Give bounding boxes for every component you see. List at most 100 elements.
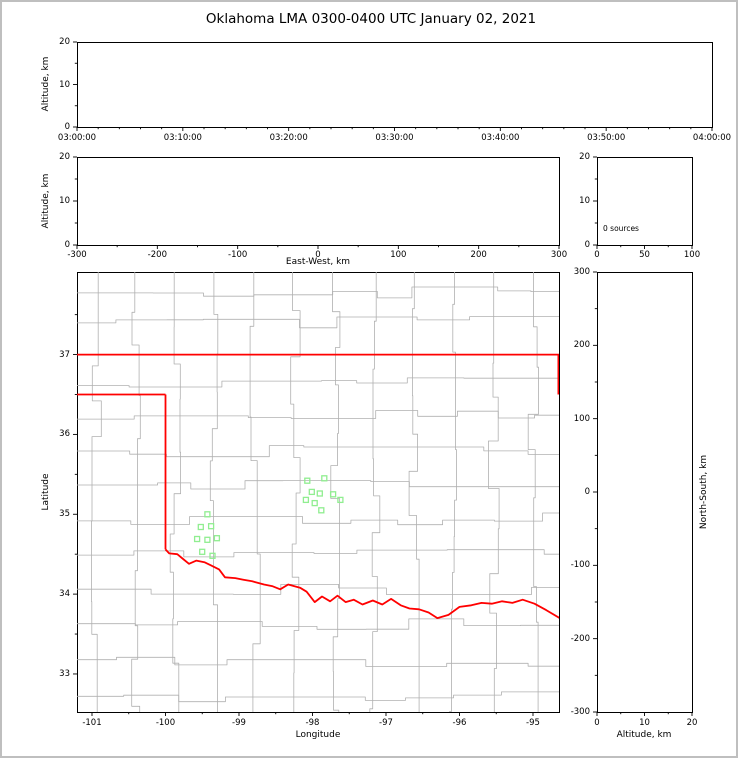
county-line — [77, 445, 559, 458]
county-line — [91, 272, 102, 712]
county-line — [527, 272, 539, 712]
time-xtick-label: 03:20:00 — [269, 133, 308, 143]
ns-panel-altitude-axis-label: Altitude, km — [616, 730, 672, 740]
lma-station-marker — [304, 477, 311, 484]
map-ytick-label: 33 — [59, 668, 70, 679]
map-panel-frame — [77, 272, 560, 713]
ew-xtick-label: -200 — [147, 250, 167, 260]
map-ytick-label: 35 — [59, 509, 70, 520]
map-ytick-label: 37 — [59, 349, 70, 360]
ns-ytick-label: 0 — [584, 487, 590, 497]
lma-station-marker — [204, 536, 211, 543]
map-xtick-label: -97 — [379, 718, 393, 728]
time-ytick-label: 0 — [64, 122, 70, 132]
ew-xtick-label: -300 — [67, 250, 87, 260]
ns-xtick-label: 0 — [594, 718, 600, 728]
county-line — [449, 272, 457, 712]
lma-station-marker — [308, 488, 315, 496]
lma-station-marker — [204, 511, 211, 518]
lma-station-marker — [302, 496, 310, 504]
hist-xtick-label: 100 — [683, 250, 701, 260]
county-line — [209, 272, 219, 712]
hist-xtick-label: 0 — [594, 250, 600, 260]
latitude-axis-label: Latitude — [41, 473, 51, 511]
ns-panel-frame — [597, 272, 693, 713]
longitude-axis-label: Longitude — [295, 730, 341, 740]
ew-xtick-label: 0 — [315, 250, 321, 260]
lma-station-marker — [207, 523, 215, 530]
county-line — [77, 549, 559, 558]
ew-panel-frame — [77, 157, 560, 246]
county-line — [77, 656, 559, 667]
hist-panel-frame — [597, 157, 693, 246]
time-panel-frame — [77, 42, 713, 128]
map-xtick-label: -95 — [526, 718, 540, 728]
map-xtick-label: -99 — [232, 718, 246, 728]
time-xtick-label: 03:00:00 — [57, 133, 97, 143]
ew-ytick-label: 0 — [64, 240, 70, 250]
ns-ytick-label: -200 — [570, 633, 590, 644]
county-line — [290, 272, 301, 712]
state-border — [164, 548, 559, 619]
ew-xtick-label: 100 — [390, 250, 407, 260]
ew-ytick-label: 20 — [59, 152, 70, 162]
lma-station-marker — [197, 523, 204, 531]
county-line — [77, 584, 559, 595]
time-ytick-label: 10 — [59, 79, 70, 90]
county-line — [77, 618, 559, 630]
time-panel-altitude-axis-label: Altitude, km — [41, 56, 51, 112]
ew-xtick-label: -100 — [228, 250, 248, 260]
lma-station-marker — [337, 496, 344, 504]
county-line — [77, 480, 559, 490]
north-south-axis-label: North-South, km — [699, 454, 709, 530]
hist-ytick-label: 10 — [579, 196, 590, 206]
ns-ytick-label: -100 — [570, 560, 590, 571]
county-line — [77, 316, 559, 329]
map-xtick-label: -100 — [155, 718, 176, 728]
county-line — [77, 691, 559, 703]
ew-panel-altitude-axis-label: Altitude, km — [41, 173, 51, 229]
lma-station-marker — [199, 548, 206, 555]
county-line — [488, 272, 500, 712]
lma-station-marker — [316, 490, 323, 497]
map-ytick-label: 34 — [59, 589, 70, 600]
lma-station-marker — [213, 535, 221, 542]
time-xtick-label: 04:00:00 — [692, 133, 732, 143]
ew-xtick-label: 200 — [470, 250, 487, 260]
county-line — [169, 272, 181, 712]
map-ytick-label: 36 — [59, 429, 70, 440]
ns-ytick-label: 300 — [573, 267, 590, 277]
county-line — [77, 377, 559, 388]
county-line — [369, 272, 381, 712]
east-west-axis-label: East-West, km — [285, 257, 351, 267]
ns-xtick-label: 20 — [686, 718, 698, 728]
ns-xtick-label: 10 — [639, 718, 650, 728]
ns-ytick-label: -300 — [570, 707, 590, 717]
time-ytick-label: 20 — [59, 37, 70, 47]
ew-xtick-label: 300 — [550, 250, 568, 260]
hist-ytick-label: 20 — [579, 152, 590, 162]
map-layer — [77, 272, 559, 712]
map-xtick-label: -98 — [305, 718, 320, 728]
time-xtick-label: 03:50:00 — [587, 133, 626, 143]
ew-ytick-label: 10 — [59, 196, 70, 206]
map-xtick-label: -96 — [452, 718, 467, 728]
county-line — [330, 272, 341, 712]
time-xtick-label: 03:10:00 — [163, 133, 202, 143]
figure-title: Oklahoma LMA 0300-0400 UTC January 02, 2… — [205, 11, 537, 27]
county-line — [249, 272, 261, 712]
lma-station-marker — [209, 552, 216, 559]
ns-ytick-label: 200 — [573, 340, 590, 351]
lma-station-marker — [321, 475, 328, 482]
time-xtick-label: 03:30:00 — [375, 133, 414, 143]
ns-ytick-label: 100 — [573, 413, 590, 424]
lma-station-marker — [318, 507, 325, 514]
county-line — [77, 512, 559, 526]
hist-xtick-label: 50 — [639, 250, 650, 260]
county-line — [408, 272, 420, 712]
county-line — [77, 410, 559, 420]
lma-station-marker — [311, 499, 318, 507]
lma-station-marker — [193, 535, 201, 543]
